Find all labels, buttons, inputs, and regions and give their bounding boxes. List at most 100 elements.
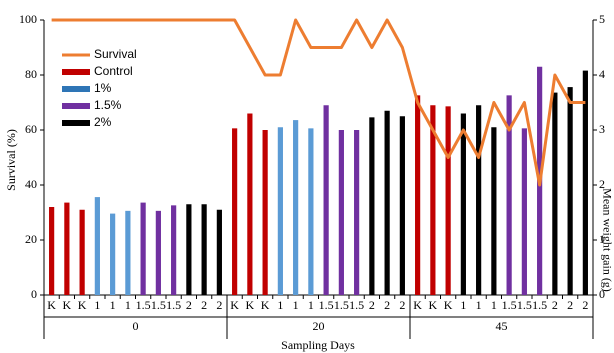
- x-tick-label: K: [230, 298, 239, 312]
- y2-tick-label: 2: [599, 177, 605, 191]
- bar: [232, 128, 238, 295]
- group-label: 20: [313, 319, 325, 333]
- y2-tick-label: 3: [599, 122, 605, 136]
- x-tick-label: 2: [216, 298, 222, 312]
- bar: [384, 110, 390, 295]
- y-axis-label: Survival (%): [4, 129, 18, 191]
- bar: [476, 105, 482, 295]
- bar: [94, 197, 100, 295]
- x-tick-label: K: [47, 298, 56, 312]
- bar: [369, 117, 375, 295]
- x-tick-label: 1: [94, 298, 100, 312]
- y2-tick-label: 0: [599, 287, 605, 301]
- legend-label: Control: [94, 64, 133, 78]
- x-tick-label: 1.5: [532, 298, 547, 312]
- bar: [323, 105, 329, 295]
- bar: [293, 120, 299, 295]
- bar: [354, 130, 360, 295]
- bar: [582, 70, 588, 295]
- x-tick-label: 2: [567, 298, 573, 312]
- x-tick-label: 1.5: [136, 298, 151, 312]
- bar: [338, 130, 344, 295]
- bar: [49, 207, 55, 295]
- legend-swatch: [62, 69, 90, 75]
- bar: [308, 128, 314, 295]
- bar: [399, 116, 405, 295]
- bar: [567, 87, 573, 295]
- y-tick-label: 100: [19, 12, 37, 26]
- bar: [216, 209, 222, 295]
- legend-swatch: [62, 103, 90, 109]
- x-axis-label: Sampling Days: [281, 338, 355, 352]
- x-tick-label: K: [261, 298, 270, 312]
- group-label: 0: [133, 319, 139, 333]
- y-tick-label: 0: [31, 287, 37, 301]
- x-tick-label: 2: [552, 298, 558, 312]
- bar: [186, 204, 192, 295]
- x-tick-label: K: [78, 298, 87, 312]
- x-tick-label: 2: [186, 298, 192, 312]
- bar: [262, 130, 268, 295]
- bar: [247, 113, 253, 295]
- x-tick-label: 1.5: [166, 298, 181, 312]
- y2-tick-label: 5: [599, 12, 605, 26]
- legend-label: Survival: [94, 47, 137, 61]
- bar: [430, 105, 436, 295]
- x-tick-label: 1: [460, 298, 466, 312]
- x-tick-label: 1.5: [517, 298, 532, 312]
- y-tick-label: 60: [25, 122, 37, 136]
- bar: [110, 213, 116, 295]
- x-tick-label: K: [444, 298, 453, 312]
- bar: [155, 210, 161, 295]
- x-tick-label: 2: [201, 298, 207, 312]
- bar: [201, 204, 207, 295]
- y-tick-label: 80: [25, 67, 37, 81]
- x-tick-label: K: [429, 298, 438, 312]
- group-label: 45: [496, 319, 508, 333]
- x-tick-label: 2: [582, 298, 588, 312]
- bar: [415, 95, 421, 295]
- y2-tick-label: 1: [599, 232, 605, 246]
- x-tick-label: 1: [476, 298, 482, 312]
- bar: [445, 106, 451, 295]
- legend-label: 1%: [94, 81, 112, 95]
- x-tick-label: 1.5: [151, 298, 166, 312]
- x-tick-label: 1.5: [334, 298, 349, 312]
- bar: [491, 127, 497, 295]
- y2-tick-label: 4: [599, 67, 605, 81]
- bar: [277, 127, 283, 295]
- x-tick-label: 1: [308, 298, 314, 312]
- y2-axis-label: Mean weight gain (g): [600, 188, 614, 292]
- legend-swatch: [62, 86, 90, 92]
- legend-label: 2%: [94, 115, 112, 129]
- y-tick-label: 40: [25, 177, 37, 191]
- bar: [64, 202, 70, 295]
- bar: [125, 210, 131, 295]
- bar: [552, 92, 558, 295]
- bar: [140, 202, 146, 295]
- x-tick-label: K: [413, 298, 422, 312]
- y-tick-label: 20: [25, 232, 37, 246]
- x-tick-label: 1.5: [349, 298, 364, 312]
- legend-label: 1.5%: [94, 98, 122, 112]
- x-tick-label: 2: [384, 298, 390, 312]
- bar: [460, 113, 466, 295]
- x-tick-label: 1: [491, 298, 497, 312]
- x-tick-label: K: [246, 298, 255, 312]
- x-tick-label: 2: [369, 298, 375, 312]
- x-tick-label: 1: [277, 298, 283, 312]
- survival-line: [51, 18, 586, 187]
- bar: [79, 209, 85, 295]
- legend-swatch: [62, 120, 90, 126]
- bar: [171, 205, 177, 295]
- x-tick-label: 1: [110, 298, 116, 312]
- x-tick-label: K: [63, 298, 72, 312]
- x-tick-label: 1.5: [502, 298, 517, 312]
- bar: [521, 128, 527, 295]
- bar: [506, 95, 512, 295]
- x-tick-label: 1.5: [319, 298, 334, 312]
- x-tick-label: 2: [399, 298, 405, 312]
- x-tick-label: 1: [125, 298, 131, 312]
- x-tick-label: 1: [293, 298, 299, 312]
